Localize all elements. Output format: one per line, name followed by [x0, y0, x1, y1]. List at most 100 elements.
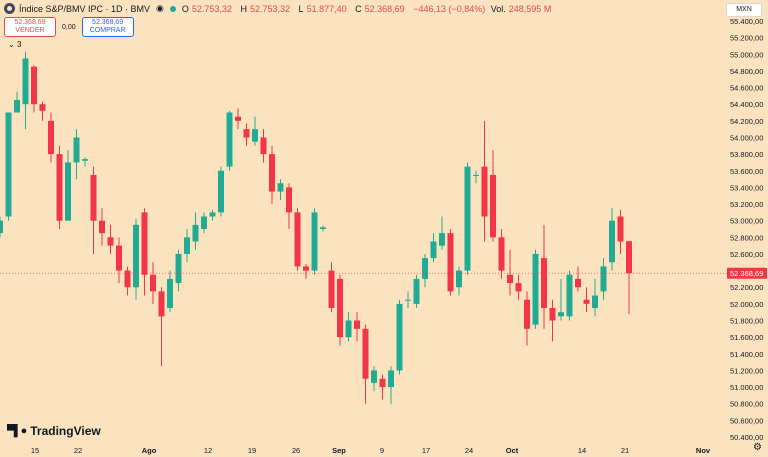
candle-body [175, 253, 182, 284]
candle-body [133, 224, 139, 288]
candle-62 [524, 291, 530, 346]
buy-price: 52.368,69 [92, 19, 124, 26]
y-tick-label: 51.400,00 [730, 350, 763, 359]
candle-73 [617, 209, 624, 254]
candle-18 [150, 262, 156, 304]
candle-body [447, 233, 454, 292]
candle-68 [575, 266, 581, 292]
candle-body [235, 116, 241, 121]
y-tick-label: 53.400,00 [730, 183, 763, 192]
candle-34 [286, 183, 292, 229]
candle-body [158, 291, 165, 317]
candle-12 [99, 208, 105, 246]
candle-body [150, 274, 156, 292]
candle-48 [405, 291, 411, 309]
candle-body [600, 266, 607, 292]
candle-body [532, 253, 539, 325]
candle-50 [422, 253, 428, 288]
y-tick-label: 52.800,00 [730, 233, 763, 242]
y-tick-label: 55.400,00 [730, 17, 763, 26]
candle-body [379, 378, 386, 388]
candle-5 [39, 101, 46, 121]
candle-body [583, 299, 590, 304]
gear-icon[interactable]: ⚙ [753, 442, 762, 453]
candle-6 [48, 112, 54, 163]
candle-40 [337, 274, 343, 346]
candle-body [490, 174, 496, 238]
market-status-icon [169, 5, 176, 12]
trade-buttons: 52.368,69 VENDER 0,00 52.368,69 COMPRAR [4, 17, 134, 37]
x-tick-label: 15 [31, 446, 39, 455]
candle-15 [124, 266, 131, 296]
candle-body [269, 154, 275, 192]
candle-body [107, 237, 114, 246]
high-value: 52.753,32 [249, 3, 291, 14]
x-tick-label: 9 [380, 446, 384, 455]
candle-body [515, 283, 522, 292]
candle-47 [396, 299, 403, 375]
candle-body [405, 299, 411, 301]
candle-body [294, 212, 301, 267]
candle-body [558, 312, 564, 317]
y-tick-label: 50.600,00 [730, 416, 763, 425]
candle-body [524, 299, 530, 329]
candle-49 [413, 274, 420, 309]
sell-label: VENDER [15, 27, 45, 34]
candle-55 [464, 162, 471, 275]
y-tick-label: 50.400,00 [730, 433, 763, 442]
x-tick-label: 26 [292, 446, 300, 455]
candle-body [65, 162, 71, 221]
y-tick-label: 52.200,00 [730, 283, 763, 292]
candle-31 [260, 129, 267, 163]
candle-body [320, 227, 326, 229]
candle-44 [371, 366, 377, 392]
y-tick-label: 52.000,00 [730, 300, 763, 309]
candle-23 [192, 212, 199, 250]
close-value: 52.368,69 [364, 3, 405, 14]
candle-29 [243, 123, 250, 146]
candle-body [396, 303, 403, 371]
symbol-title[interactable]: Índice S&P/BMV IPC · 1D · BMV [19, 3, 151, 14]
candle-body [311, 212, 318, 271]
candle-body [541, 258, 547, 309]
candle-body [303, 266, 309, 271]
candle-57 [481, 120, 488, 242]
candle-71 [600, 258, 607, 300]
candle-14 [116, 237, 122, 284]
ohlc-values: O 52.753,32 H 52.753,32 L 51.877,40 C 52.368… [181, 3, 552, 14]
candle-body [82, 159, 88, 161]
candle-65 [549, 299, 556, 342]
candle-body [252, 129, 258, 142]
candle-70 [592, 278, 598, 317]
candle-27 [226, 110, 233, 171]
x-tick-label: 24 [465, 446, 473, 455]
candle-45 [379, 374, 386, 400]
candle-66 [558, 278, 564, 321]
indicators-toggle[interactable]: ⌄ 3 [8, 40, 21, 49]
candle-body [226, 112, 233, 167]
y-tick-label: 52.600,00 [730, 250, 763, 259]
candle-35 [294, 208, 301, 271]
candle-body [5, 112, 12, 217]
candles-layer [0, 51, 632, 404]
currency-button[interactable]: MXN [726, 3, 762, 17]
candle-body [116, 245, 122, 271]
exchange-logo-icon [4, 3, 15, 14]
candle-46 [388, 366, 394, 404]
candle-body [388, 370, 394, 388]
y-tick-label: 53.600,00 [730, 167, 763, 176]
tradingview-logo[interactable]: ▀▌● TradingView [7, 424, 101, 438]
sell-button[interactable]: 52.368,69 VENDER [4, 17, 56, 37]
candle-body [575, 278, 581, 288]
candle-body [277, 183, 284, 192]
candle-body [260, 137, 267, 155]
candle-61 [515, 274, 522, 300]
y-tick-label: 51.200,00 [730, 366, 763, 375]
x-tick-label: 21 [621, 446, 629, 455]
buy-button[interactable]: 52.368,69 COMPRAR [81, 17, 134, 37]
eye-icon[interactable]: ◉ [156, 3, 164, 13]
y-tick-label: 50.800,00 [730, 400, 763, 409]
candle-body [90, 174, 97, 221]
